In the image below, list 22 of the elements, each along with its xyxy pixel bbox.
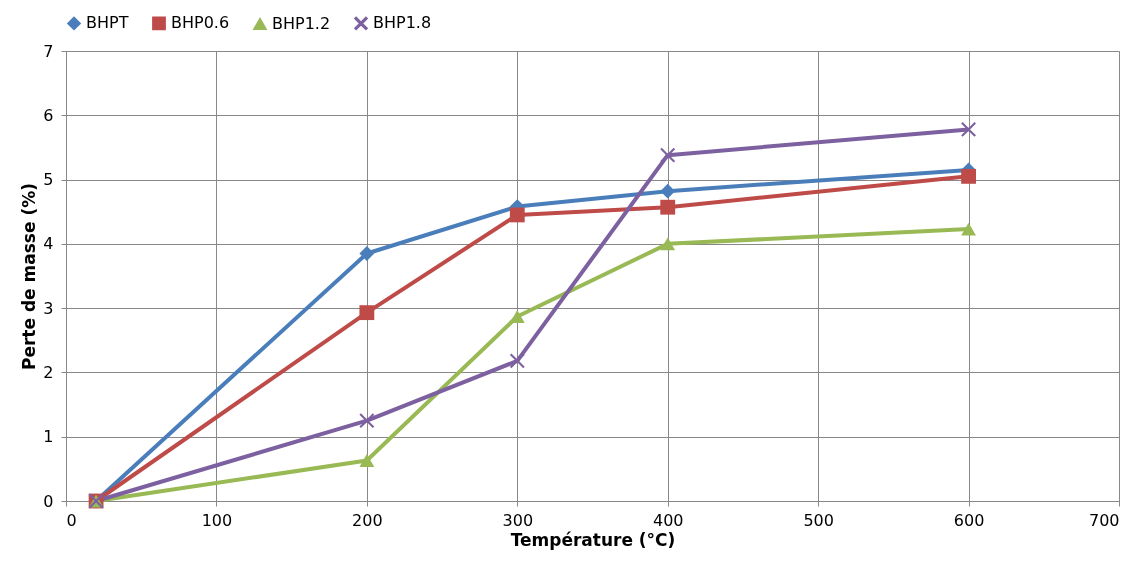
x-tick-label: 700 [1088,510,1120,530]
y-tick-label: 4 [43,234,54,254]
x-tick-label: 100 [201,510,233,530]
y-axis-title: Perte de masse (%) [19,182,40,371]
x-tick-label: 200 [352,510,383,530]
x-axis-title: Température (°C) [510,529,676,550]
x-tick-label: 0 [66,510,77,530]
legend-label: BHP1.2 [272,13,331,33]
x-tick-label: 400 [652,510,684,530]
y-tick-label: 6 [43,105,54,125]
legend-label: BHP1.8 [373,13,432,33]
y-tick-label: 0 [43,491,54,511]
y-tick-label: 5 [43,170,54,190]
x-tick-label: 600 [953,510,985,530]
x-tick-label: 300 [502,510,534,530]
y-tick-label: 7 [43,41,54,61]
y-tick-label: 3 [43,298,54,318]
y-tick-label: 1 [43,427,54,447]
x-tick-label: 500 [803,510,834,530]
legend-label: BHPT [86,13,129,33]
y-tick-label: 2 [43,362,54,382]
legend-label: BHP0.6 [171,13,230,33]
